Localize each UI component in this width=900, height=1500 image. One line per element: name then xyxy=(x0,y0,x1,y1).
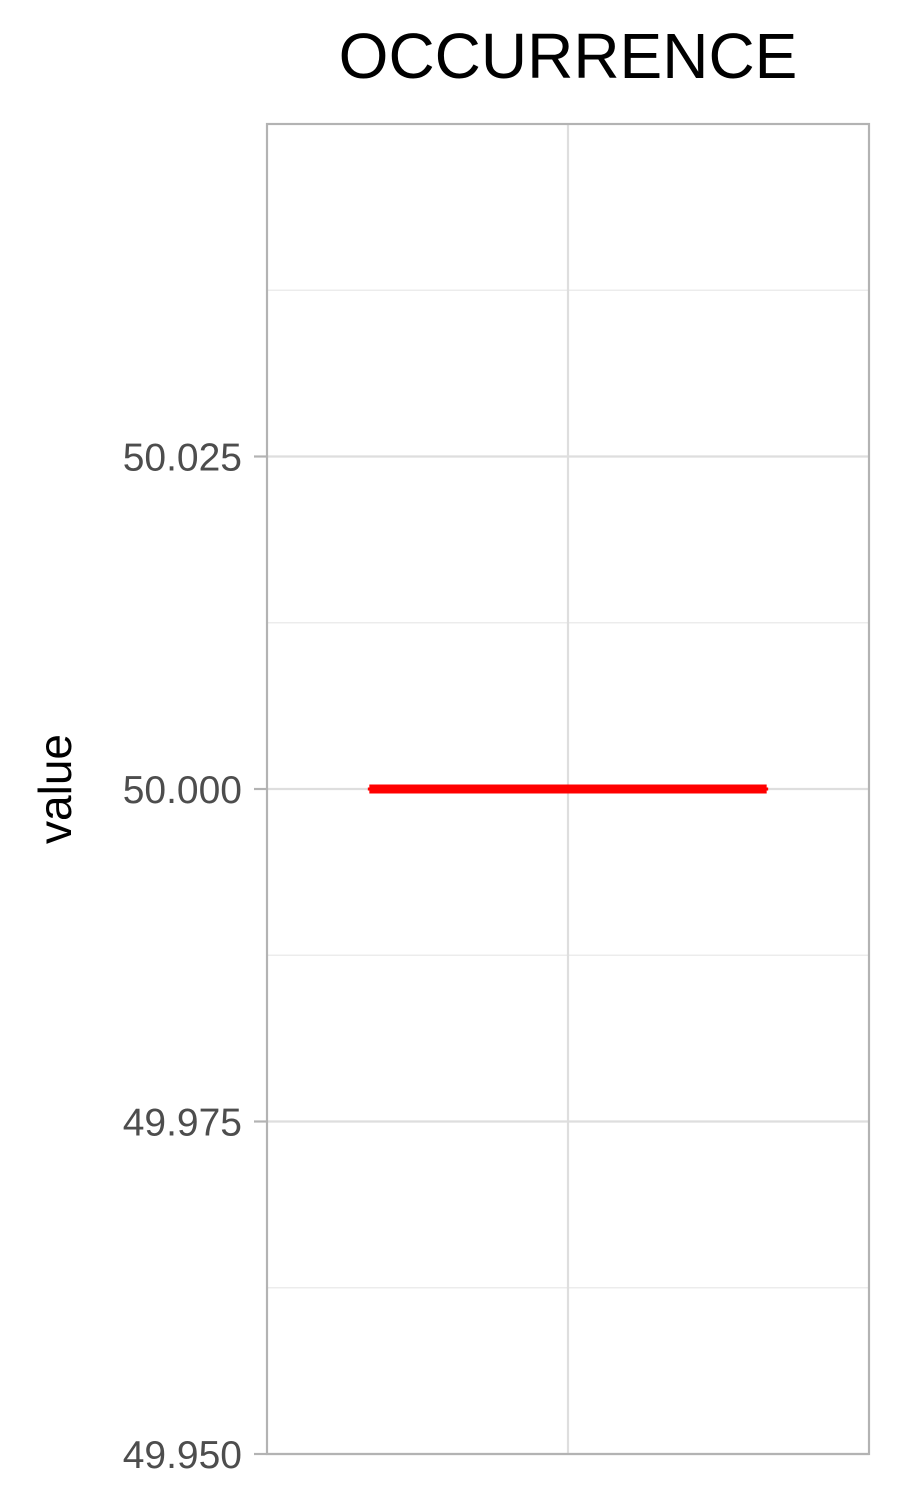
y-tick-label: 50.000 xyxy=(123,769,242,812)
y-axis-tick-labels: 49.950 49.975 50.000 50.025 xyxy=(123,437,242,1478)
y-tick-label: 49.950 xyxy=(123,1434,242,1477)
y-tick-label: 50.025 xyxy=(123,437,242,480)
y-axis-label: value xyxy=(29,734,81,844)
y-tick-label: 49.975 xyxy=(123,1102,242,1145)
y-axis-ticks xyxy=(254,455,267,1456)
chart-title: OCCURRENCE xyxy=(339,20,798,92)
